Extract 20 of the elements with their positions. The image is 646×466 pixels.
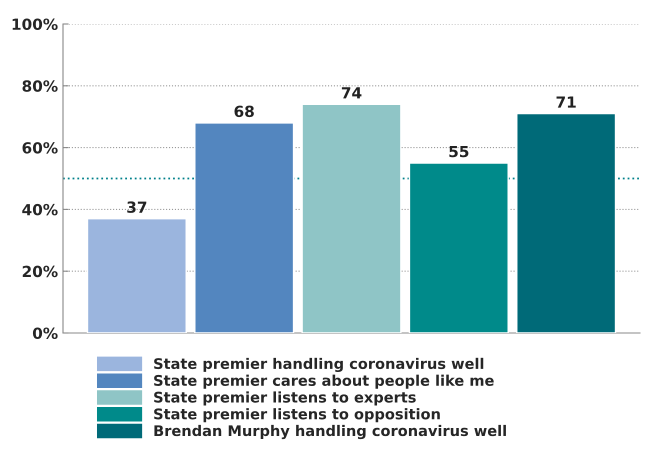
bar <box>516 112 616 333</box>
bar <box>301 104 402 333</box>
bar <box>194 122 294 333</box>
data-label: 71 <box>556 96 576 108</box>
legend-label: State premier listens to opposition <box>154 408 440 422</box>
y-tick-label: 100% <box>12 18 58 30</box>
y-tick-label: 20% <box>22 266 58 278</box>
data-label: 37 <box>127 201 146 213</box>
y-tick-label: 0% <box>32 327 58 340</box>
legend-label: State premier cares about people like me <box>154 374 494 389</box>
y-tick-label: 40% <box>22 204 58 216</box>
legend-label: State premier handling coronavirus well <box>154 358 484 372</box>
bar <box>86 218 187 333</box>
data-label: 55 <box>449 146 468 158</box>
y-tick-label: 60% <box>22 142 58 154</box>
data-label: 68 <box>234 106 254 118</box>
data-label: 74 <box>342 87 362 98</box>
legend-label: Brendan Murphy handling coronavirus well <box>154 424 506 440</box>
legend-label: State premier listens to experts <box>154 391 416 406</box>
y-tick-label: 80% <box>22 80 58 92</box>
